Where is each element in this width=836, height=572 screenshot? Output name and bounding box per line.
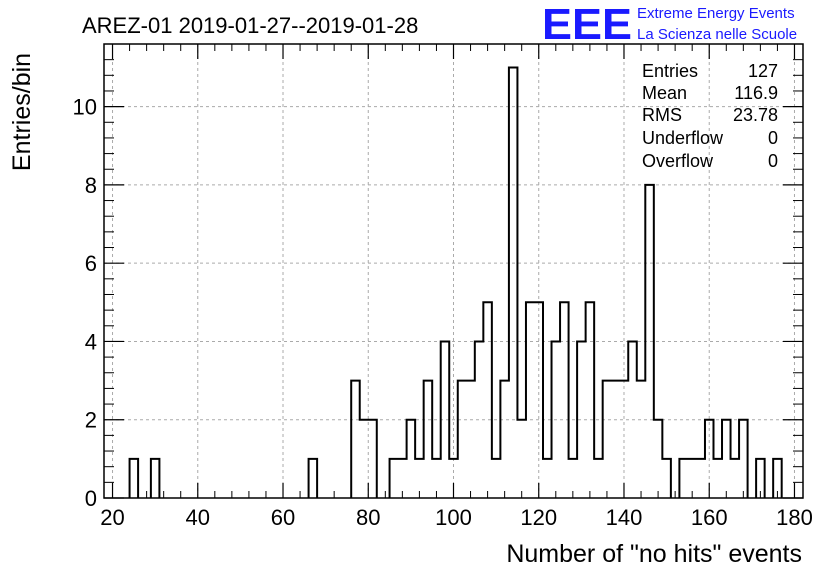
histogram-bin <box>577 341 586 498</box>
histogram-bin <box>390 459 399 498</box>
x-axis-label: Number of "no hits" events <box>506 540 802 568</box>
histogram-bin <box>526 302 535 498</box>
histogram-bin <box>611 381 620 498</box>
stats-label-underflow: Underflow <box>642 128 724 148</box>
stats-label-overflow: Overflow <box>642 151 714 171</box>
histogram-bin <box>662 459 671 498</box>
histogram-bin <box>368 420 377 498</box>
histogram-bin <box>552 341 561 498</box>
histogram-bin <box>722 420 731 498</box>
logo-line-2: La Scienza nelle Scuole <box>637 26 797 43</box>
histogram-bin <box>586 302 595 498</box>
histogram-bin <box>407 420 416 498</box>
y-tick-label: 4 <box>85 329 97 354</box>
x-tick-label: 100 <box>435 505 472 530</box>
histogram-bin <box>517 420 526 498</box>
x-tick-label: 80 <box>356 505 380 530</box>
eee-logo-mark: EEE <box>542 0 632 49</box>
logo-line-1: Extreme Energy Events <box>637 5 795 22</box>
histogram-bin <box>500 381 509 498</box>
x-tick-label: 60 <box>271 505 295 530</box>
histogram-bin <box>441 341 450 498</box>
histogram-bin <box>679 459 688 498</box>
histogram-bin <box>309 459 318 498</box>
chart-title: AREZ-01 2019-01-27--2019-01-28 <box>82 13 418 38</box>
histogram-bin <box>603 381 612 498</box>
eee-logo: EEE Extreme Energy Events La Scienza nel… <box>542 0 797 49</box>
histogram-bin <box>620 381 629 498</box>
histogram-bin <box>351 381 360 498</box>
stats-label-mean: Mean <box>642 83 687 103</box>
stats-label-rms: RMS <box>642 105 682 125</box>
histogram-bin <box>360 420 369 498</box>
histogram-outline <box>128 66 783 498</box>
histogram-bin <box>696 459 705 498</box>
stats-value-rms: 23.78 <box>733 105 778 125</box>
x-tick-label: 140 <box>606 505 643 530</box>
grid-lines <box>104 44 803 498</box>
histogram-bin <box>560 302 569 498</box>
histogram-bin <box>731 459 740 498</box>
stats-value-overflow: 0 <box>768 151 778 171</box>
y-tick-labels: 0 2 4 6 8 10 <box>73 95 97 511</box>
y-tick-label: 10 <box>73 95 97 120</box>
histogram-bin <box>483 302 492 498</box>
histogram-bin <box>594 459 603 498</box>
histogram-bin <box>509 67 518 498</box>
histogram-bin <box>645 185 654 498</box>
stats-value-entries: 127 <box>748 61 778 81</box>
histogram-bin <box>654 420 663 498</box>
y-tick-label: 6 <box>85 251 97 276</box>
y-tick-label: 8 <box>85 173 97 198</box>
y-axis-label: Entries/bin <box>8 53 36 171</box>
axis-ticks <box>104 44 803 499</box>
x-tick-label: 180 <box>776 505 813 530</box>
histogram-bin <box>543 459 552 498</box>
stats-box: Entries 127 Mean 116.9 RMS 23.78 Underfl… <box>642 61 778 171</box>
x-tick-labels: 20 40 60 80 100 120 140 160 180 <box>100 505 813 530</box>
y-tick-label: 0 <box>85 486 97 511</box>
y-tick-label: 2 <box>85 408 97 433</box>
histogram-bin <box>492 459 501 498</box>
x-tick-label: 20 <box>100 505 124 530</box>
stats-value-underflow: 0 <box>768 128 778 148</box>
histogram-bin <box>130 459 139 498</box>
x-tick-label: 40 <box>186 505 210 530</box>
stats-label-entries: Entries <box>642 61 698 81</box>
histogram-bin <box>458 381 467 498</box>
histogram-bin <box>466 381 475 498</box>
histogram-bin <box>475 341 484 498</box>
x-tick-label: 120 <box>520 505 557 530</box>
histogram-bin <box>534 302 543 498</box>
stats-value-mean: 116.9 <box>734 83 778 103</box>
histogram-bin <box>628 341 637 498</box>
histogram-bin <box>713 459 722 498</box>
x-tick-label: 160 <box>691 505 728 530</box>
histogram-bin <box>424 381 433 498</box>
histogram-bin <box>637 381 646 498</box>
histogram-bin <box>739 420 748 498</box>
histogram-bin <box>151 459 160 498</box>
